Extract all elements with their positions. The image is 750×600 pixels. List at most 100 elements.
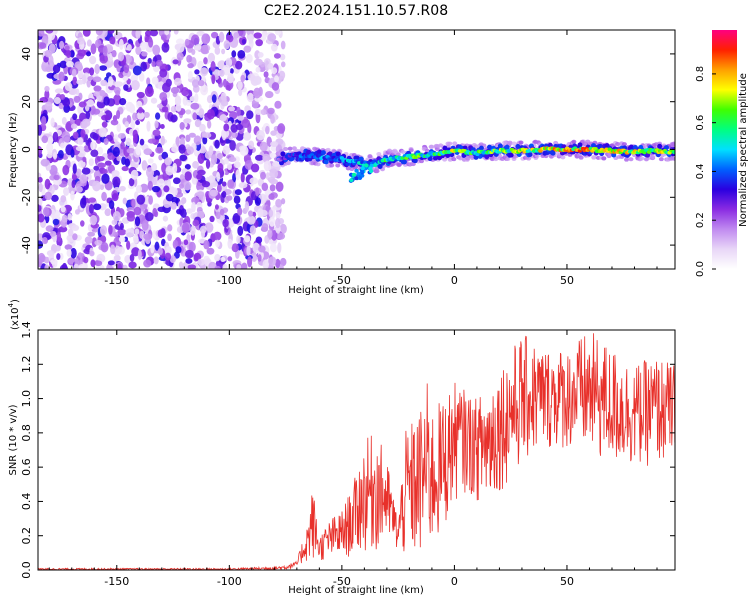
noise-dot — [146, 120, 151, 132]
noise-dot — [52, 218, 60, 226]
noise-dot — [214, 204, 219, 210]
noise-dot — [237, 207, 243, 216]
noise-dot — [274, 75, 279, 83]
noise-dot — [157, 247, 163, 256]
noise-dot — [275, 181, 284, 192]
noise-dot — [163, 185, 170, 193]
noise-dot — [101, 173, 110, 184]
spectrogram-ylabel: Frequency (Hz) — [8, 112, 19, 188]
noise-dot — [140, 61, 148, 72]
spectrogram-xtick-label: -100 — [217, 274, 242, 287]
noise-dot — [162, 215, 169, 222]
noise-dot — [246, 110, 254, 120]
noise-dot — [115, 89, 121, 96]
noise-dot — [268, 193, 275, 200]
noise-dot — [38, 240, 44, 249]
noise-dot — [54, 88, 64, 94]
noise-dot — [66, 50, 72, 58]
noise-dot — [76, 79, 84, 85]
noise-dot — [176, 43, 185, 53]
noise-dot — [236, 106, 241, 118]
noise-dot — [53, 174, 60, 181]
noise-dot — [52, 151, 58, 160]
noise-dot — [38, 252, 46, 263]
noise-dot — [87, 231, 96, 237]
noise-dot — [176, 208, 182, 215]
noise-dot — [61, 131, 71, 142]
noise-dot — [167, 233, 172, 242]
noise-dot — [247, 92, 254, 103]
noise-dot — [77, 137, 84, 146]
ridge-mid — [632, 144, 638, 150]
noise-dot — [161, 106, 169, 113]
noise-dot — [117, 263, 123, 269]
noise-dot — [276, 232, 286, 240]
noise-dot — [113, 254, 121, 262]
noise-dot — [194, 69, 200, 75]
noise-dot — [72, 163, 77, 175]
ridge-halo — [507, 140, 513, 145]
noise-dot — [190, 225, 196, 236]
noise-dot — [89, 132, 97, 139]
noise-dot — [111, 193, 119, 202]
noise-dot — [63, 187, 70, 196]
noise-dot — [134, 228, 140, 235]
ridge-halo — [591, 155, 597, 160]
noise-dot — [38, 182, 43, 193]
noise-dot — [75, 186, 83, 193]
ridge-halo — [287, 146, 293, 151]
noise-dot — [88, 55, 97, 65]
noise-dot — [160, 123, 165, 130]
noise-dot — [275, 217, 281, 229]
noise-dot — [172, 59, 179, 65]
noise-dot — [260, 171, 267, 180]
noise-dot — [40, 158, 50, 167]
noise-dot — [236, 235, 241, 244]
noise-dot — [175, 38, 185, 45]
noise-dot — [114, 81, 123, 87]
noise-dot — [129, 254, 135, 262]
noise-dot — [200, 44, 209, 55]
noise-dot — [94, 260, 103, 267]
ridge-core — [360, 160, 365, 165]
noise-dot — [167, 224, 173, 232]
noise-dot — [182, 96, 188, 106]
noise-dot — [43, 256, 50, 264]
ridge-mid — [427, 156, 433, 162]
ridge-halo — [465, 156, 471, 161]
noise-dot — [254, 154, 264, 161]
noise-dot — [187, 70, 193, 80]
noise-dot — [139, 138, 145, 146]
noise-dot — [184, 171, 192, 181]
noise-dot — [64, 244, 73, 250]
noise-dot — [211, 94, 217, 103]
noise-dot — [82, 67, 91, 74]
noise-dot — [193, 135, 202, 146]
noise-dot — [159, 68, 168, 78]
noise-dot — [122, 75, 129, 82]
noise-dot — [234, 189, 242, 196]
noise-dot — [226, 162, 233, 171]
noise-dot — [174, 77, 182, 86]
noise-dot — [135, 144, 141, 156]
noise-dot — [209, 189, 218, 197]
noise-dot — [269, 242, 277, 253]
noise-dot — [122, 264, 128, 269]
noise-dot — [75, 168, 82, 177]
ridge-mid — [515, 144, 521, 150]
noise-dot — [137, 249, 142, 261]
ridge-lobe — [360, 166, 365, 171]
noise-dot — [233, 31, 240, 39]
noise-dot — [77, 37, 85, 45]
noise-dot — [210, 154, 218, 165]
noise-dot — [267, 107, 275, 115]
noise-dot — [255, 39, 263, 47]
noise-dot — [79, 173, 88, 184]
noise-dot — [263, 71, 269, 78]
noise-dot — [280, 198, 286, 205]
ridge-lobe — [354, 168, 359, 173]
noise-dot — [138, 72, 145, 82]
noise-dot — [58, 226, 68, 233]
noise-dot — [254, 109, 263, 115]
noise-dot — [108, 224, 113, 235]
